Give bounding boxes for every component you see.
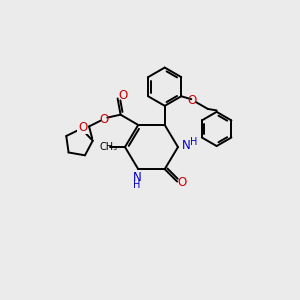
Text: CH₃: CH₃	[99, 142, 118, 152]
Text: N: N	[182, 139, 190, 152]
Text: O: O	[100, 112, 109, 126]
Text: N: N	[132, 171, 141, 184]
Text: O: O	[188, 94, 197, 107]
Text: O: O	[118, 89, 128, 102]
Text: O: O	[178, 176, 187, 190]
Text: H: H	[190, 137, 198, 147]
Text: O: O	[78, 121, 87, 134]
Text: H: H	[133, 180, 140, 190]
